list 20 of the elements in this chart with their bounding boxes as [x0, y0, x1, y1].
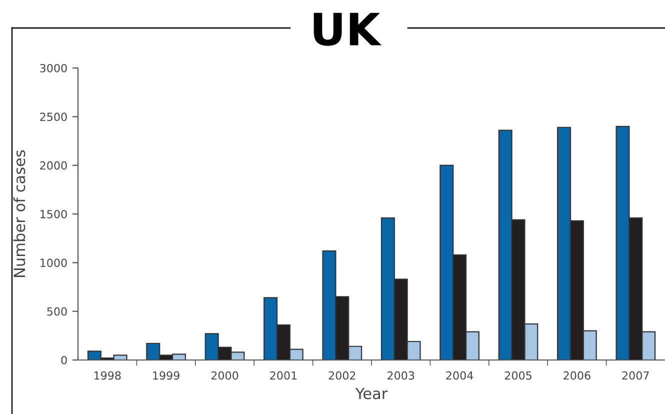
- y-tick-label: 1500: [40, 210, 67, 218]
- x-tick-label: 2002: [328, 371, 356, 380]
- x-tick-label: 2005: [504, 371, 532, 380]
- y-tick-label: 3000: [40, 64, 67, 72]
- x-tick-label: 2007: [622, 371, 649, 380]
- y-tick-label: 0: [61, 356, 67, 364]
- x-tick-label: 2006: [564, 371, 590, 380]
- x-tick-label: 1998: [94, 371, 121, 380]
- y-tick-label: 2000: [40, 161, 67, 170]
- y-tick-label: 1000: [40, 258, 67, 268]
- x-tick-label: 2001: [270, 371, 297, 380]
- x-axis-title: Year: [355, 388, 388, 400]
- y-tick-label: 2500: [40, 112, 67, 122]
- x-tick-label: 1999: [153, 371, 180, 380]
- y-tick-label: 500: [47, 307, 67, 316]
- x-tick-label: 2003: [388, 371, 414, 380]
- y-axis-title: Number of cases: [13, 150, 26, 277]
- x-tick-label: 2000: [211, 371, 238, 380]
- x-tick-label: 2004: [446, 371, 474, 380]
- chart-title: UK: [314, 12, 382, 46]
